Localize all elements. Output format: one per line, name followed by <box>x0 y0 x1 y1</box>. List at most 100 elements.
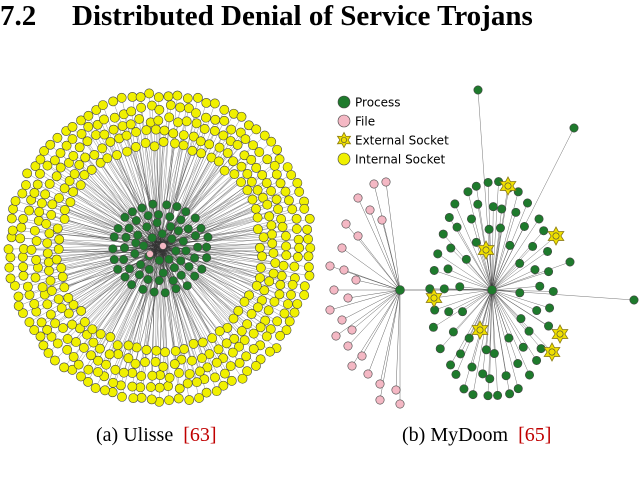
internal-socket-node <box>239 335 250 346</box>
process-node <box>539 226 549 236</box>
file-node <box>375 379 385 389</box>
process-node <box>154 276 164 286</box>
process-node <box>119 243 129 253</box>
internal-socket-node <box>52 223 63 234</box>
process-node <box>525 370 535 380</box>
graph-edge <box>459 286 493 291</box>
internal-socket-node <box>252 185 263 195</box>
process-node <box>544 267 554 277</box>
internal-socket-node <box>234 341 244 352</box>
process-node <box>536 344 546 354</box>
internal-socket-node <box>292 252 303 262</box>
graph-edge <box>62 247 156 277</box>
internal-socket-node <box>246 154 257 165</box>
graph-edge <box>491 271 549 291</box>
file-node <box>331 331 341 341</box>
legend-label: Process <box>355 96 401 110</box>
internal-socket-node <box>24 289 35 300</box>
graph-edge <box>153 130 165 247</box>
external-socket-node-core <box>556 330 564 338</box>
graph-edge <box>491 289 550 309</box>
process-node <box>487 285 497 295</box>
internal-socket-node <box>54 193 64 203</box>
internal-socket-node <box>237 373 248 384</box>
process-node <box>193 242 203 252</box>
citation-link[interactable]: [63] <box>183 424 217 446</box>
internal-socket-node <box>59 183 70 194</box>
internal-socket-node <box>251 361 261 371</box>
internal-socket-node <box>42 238 53 248</box>
internal-socket-node <box>255 262 266 273</box>
graph-edge <box>491 289 510 339</box>
internal-socket-node <box>146 394 157 405</box>
process-node <box>178 236 188 246</box>
internal-socket-node <box>204 139 215 150</box>
internal-socket-node <box>197 353 207 364</box>
internal-socket-node <box>210 114 221 125</box>
internal-socket-node <box>253 302 263 313</box>
graph-edge <box>491 269 536 291</box>
internal-socket-node <box>268 268 279 279</box>
graph-edge <box>482 289 493 374</box>
internal-socket-node <box>117 391 127 402</box>
citation-link[interactable]: [65] <box>518 424 552 446</box>
internal-socket-node <box>247 194 258 205</box>
internal-socket-node <box>214 326 225 337</box>
internal-socket-node <box>144 88 155 99</box>
graph-edge <box>155 120 159 250</box>
internal-socket-node <box>98 100 108 110</box>
internal-socket-node <box>292 299 303 309</box>
internal-socket-node <box>6 213 17 224</box>
graph-edge <box>329 289 401 311</box>
internal-socket-node <box>110 364 121 375</box>
internal-socket-node <box>45 309 56 320</box>
internal-socket-node <box>232 139 243 150</box>
internal-socket-node <box>88 337 99 348</box>
internal-socket-node <box>226 375 237 386</box>
legend-marker-file <box>337 114 351 128</box>
internal-socket-node <box>126 106 137 117</box>
process-node <box>183 224 193 234</box>
process-node <box>461 254 471 264</box>
internal-socket-node <box>228 313 239 324</box>
internal-socket-node <box>59 205 70 215</box>
internal-socket-node <box>269 296 280 307</box>
internal-socket-node <box>258 232 269 243</box>
process-node <box>143 211 153 221</box>
graph-edge <box>357 235 401 291</box>
internal-socket-node <box>202 362 213 373</box>
process-node <box>518 342 528 352</box>
graph-edge <box>448 289 493 312</box>
internal-socket-node <box>277 221 288 232</box>
process-node <box>451 369 461 379</box>
graph-edge <box>351 289 401 331</box>
graph-edge <box>115 249 167 370</box>
internal-socket-node <box>95 329 106 339</box>
graph-edge <box>347 289 401 347</box>
internal-socket-node <box>173 393 184 404</box>
internal-socket-node <box>214 142 225 153</box>
internal-socket-node <box>71 337 81 347</box>
graph-edge <box>156 249 163 351</box>
graph-edge <box>491 289 537 311</box>
internal-socket-node <box>86 164 97 175</box>
process-node <box>515 258 525 268</box>
process-node <box>464 333 474 343</box>
internal-socket-node <box>248 328 259 339</box>
internal-socket-node <box>239 150 250 161</box>
internal-socket-node <box>251 124 262 135</box>
internal-socket-node <box>16 222 27 233</box>
internal-socket-node <box>10 196 21 206</box>
internal-socket-node <box>45 275 56 286</box>
internal-socket-node <box>286 289 296 300</box>
process-node <box>157 229 167 239</box>
internal-socket-node <box>136 371 147 381</box>
process-node <box>164 254 174 264</box>
process-node <box>544 321 554 331</box>
internal-socket-node <box>22 168 33 179</box>
process-node <box>429 265 439 275</box>
internal-socket-node <box>169 359 180 369</box>
internal-socket-node <box>108 124 119 135</box>
process-node <box>513 187 523 197</box>
internal-socket-node <box>222 148 233 158</box>
